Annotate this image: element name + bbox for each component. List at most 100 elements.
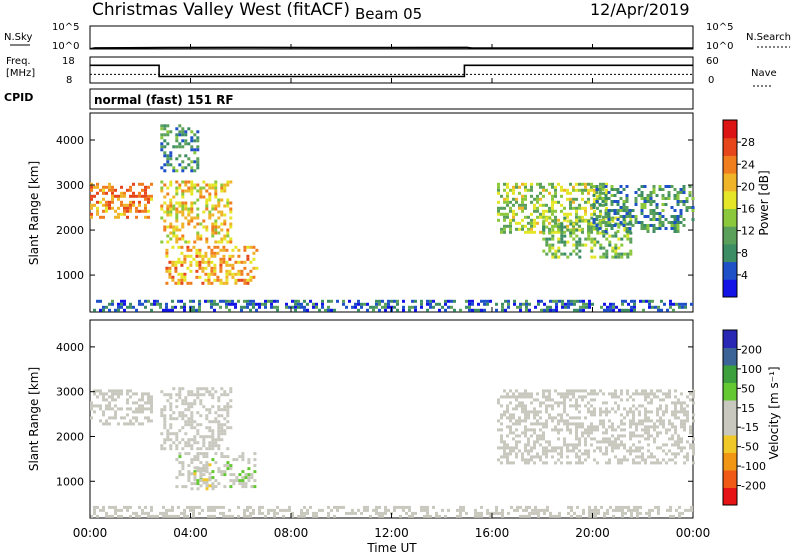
colorbar-swatch — [723, 330, 737, 348]
echo-cell — [689, 446, 692, 450]
echo-cell — [549, 511, 552, 515]
echo-cell — [672, 514, 675, 518]
echo-cell — [184, 485, 188, 489]
echo-cell — [570, 299, 573, 303]
echo-cell — [515, 200, 518, 204]
echo-cell — [207, 299, 210, 303]
echo-cell — [678, 514, 681, 518]
echo-cell — [219, 511, 222, 515]
echo-cell — [225, 281, 229, 285]
echo-cell — [617, 404, 620, 408]
echo-cell — [120, 194, 123, 198]
echo-cell — [168, 269, 172, 273]
echo-cell — [181, 207, 185, 211]
echo-cell — [608, 243, 612, 247]
echo-cell — [521, 194, 524, 198]
echo-cell — [625, 197, 629, 200]
echo-cell — [585, 305, 588, 309]
echo-cell — [525, 505, 528, 509]
echo-cell — [183, 275, 187, 279]
echo-cell — [658, 185, 662, 188]
echo-cell — [685, 206, 689, 209]
echo-cell — [566, 422, 569, 426]
echo-cell — [629, 431, 632, 435]
echo-cell — [628, 227, 632, 230]
echo-cell — [105, 419, 108, 423]
echo-cell — [575, 182, 578, 186]
echo-cell — [190, 166, 194, 170]
echo-cell — [150, 505, 153, 509]
echo-cell — [220, 237, 224, 241]
echo-cell — [175, 201, 179, 205]
echo-cell — [642, 299, 645, 303]
echo-cell — [99, 407, 102, 411]
echo-cell — [649, 224, 653, 227]
echo-cell — [644, 410, 647, 414]
echo-cell — [181, 447, 185, 451]
echo-cell — [644, 395, 647, 399]
echo-cell — [147, 197, 150, 201]
echo-cell — [651, 305, 654, 309]
echo-cell — [163, 447, 167, 451]
echo-cell — [99, 188, 102, 192]
echo-cell — [644, 407, 647, 411]
echo-cell — [226, 447, 230, 451]
echo-cell — [204, 254, 208, 258]
freq-label-2: [MHz] — [6, 68, 35, 79]
echo-cell — [692, 395, 695, 399]
echo-cell — [662, 422, 665, 426]
echo-cell — [117, 508, 120, 512]
echo-cell — [608, 458, 611, 462]
echo-cell — [641, 452, 644, 456]
echo-cell — [99, 200, 102, 204]
echo-cell — [652, 215, 656, 218]
echo-cell — [244, 473, 248, 477]
echo-cell — [181, 160, 185, 164]
echo-cell — [342, 299, 345, 303]
echo-cell — [636, 508, 639, 512]
echo-cell — [141, 194, 144, 198]
echo-cell — [545, 209, 548, 213]
echo-cell — [594, 505, 597, 509]
echo-cell — [202, 405, 206, 409]
echo-cell — [114, 508, 117, 512]
echo-cell — [205, 390, 209, 394]
echo-cell — [303, 511, 306, 515]
echo-cell — [578, 182, 581, 186]
echo-cell — [175, 240, 179, 244]
echo-cell — [163, 151, 167, 155]
echo-cell — [117, 308, 120, 312]
echo-cell — [190, 148, 194, 152]
echo-cell — [602, 401, 605, 405]
echo-cell — [593, 407, 596, 411]
echo-cell — [184, 408, 188, 412]
echo-cell — [623, 443, 626, 447]
echo-cell — [217, 414, 221, 418]
echo-cell — [554, 185, 557, 189]
echo-cell — [650, 389, 653, 393]
echo-cell — [518, 395, 521, 399]
echo-cell — [372, 508, 375, 512]
echo-cell — [174, 281, 178, 285]
echo-cell — [644, 419, 647, 423]
echo-cell — [184, 420, 188, 424]
echo-cell — [623, 219, 627, 223]
echo-cell — [126, 407, 129, 411]
echo-cell — [375, 508, 378, 512]
colorbar-tick-label: 50 — [741, 382, 755, 395]
echo-cell — [166, 124, 170, 128]
echo-cell — [537, 508, 540, 512]
echo-cell — [315, 305, 318, 309]
echo-cell — [420, 305, 423, 309]
echo-cell — [231, 272, 235, 276]
echo-cell — [581, 389, 584, 393]
echo-cell — [542, 215, 545, 219]
echo-cell — [193, 420, 197, 424]
echo-cell — [608, 419, 611, 423]
echo-cell — [647, 419, 650, 423]
echo-cell — [375, 505, 378, 509]
echo-cell — [581, 398, 584, 402]
echo-cell — [175, 207, 179, 211]
echo-cell — [681, 302, 684, 306]
echo-cell — [662, 449, 665, 453]
